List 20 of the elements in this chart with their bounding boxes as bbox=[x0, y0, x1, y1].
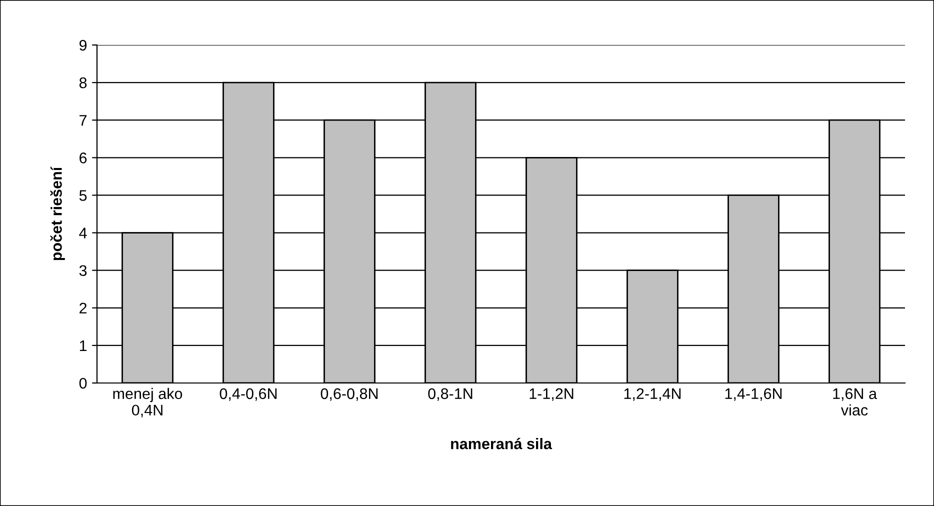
y-tick-label: 9 bbox=[80, 40, 87, 51]
x-tick-label: 1,4-1,6N bbox=[725, 388, 782, 401]
y-tick-label: 7 bbox=[80, 115, 87, 126]
y-tick-label: 5 bbox=[79, 190, 87, 201]
x-tick-label: 1,2-1,4N bbox=[624, 388, 681, 401]
x-tick-label: 0,8-1N bbox=[428, 388, 472, 401]
y-tick-label: 1 bbox=[80, 340, 87, 351]
x-tick-label: 0,6-0,8N bbox=[320, 388, 378, 401]
y-tick-label: 3 bbox=[79, 265, 87, 276]
y-tick-label: 2 bbox=[80, 302, 87, 314]
x-axis-title: nameraná sila bbox=[451, 438, 552, 450]
y-axis-title: počet riešení bbox=[50, 166, 65, 260]
x-tick-label: 1,6N a viac bbox=[833, 388, 878, 416]
y-tick-label: 8 bbox=[79, 77, 87, 88]
y-tick-label: 0 bbox=[79, 378, 87, 389]
x-tick-label: menej ako 0,4N bbox=[113, 388, 182, 418]
y-tick-label: 6 bbox=[80, 152, 87, 164]
x-tick-label: 0,4-0,6N bbox=[220, 388, 277, 401]
y-tick-label: 4 bbox=[79, 228, 87, 238]
x-tick-label: 1-1,2N bbox=[530, 388, 574, 401]
